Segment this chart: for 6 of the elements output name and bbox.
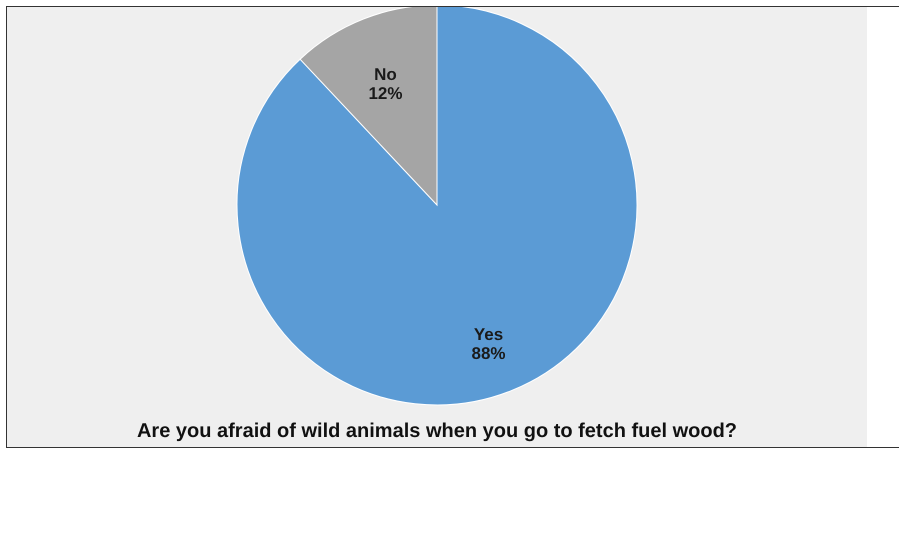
slice-label: Yes	[474, 325, 504, 344]
data-label: 12%	[368, 84, 402, 103]
pie-slice	[236, 7, 638, 406]
text: Are you afraid of wild animals when you go to fetch fuel wood?	[136, 420, 738, 442]
data-label: 88%	[472, 344, 506, 364]
slice-label: No	[374, 64, 397, 84]
